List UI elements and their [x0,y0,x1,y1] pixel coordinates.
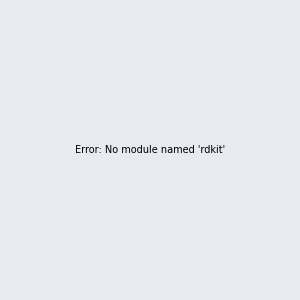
Text: Error: No module named 'rdkit': Error: No module named 'rdkit' [75,145,225,155]
